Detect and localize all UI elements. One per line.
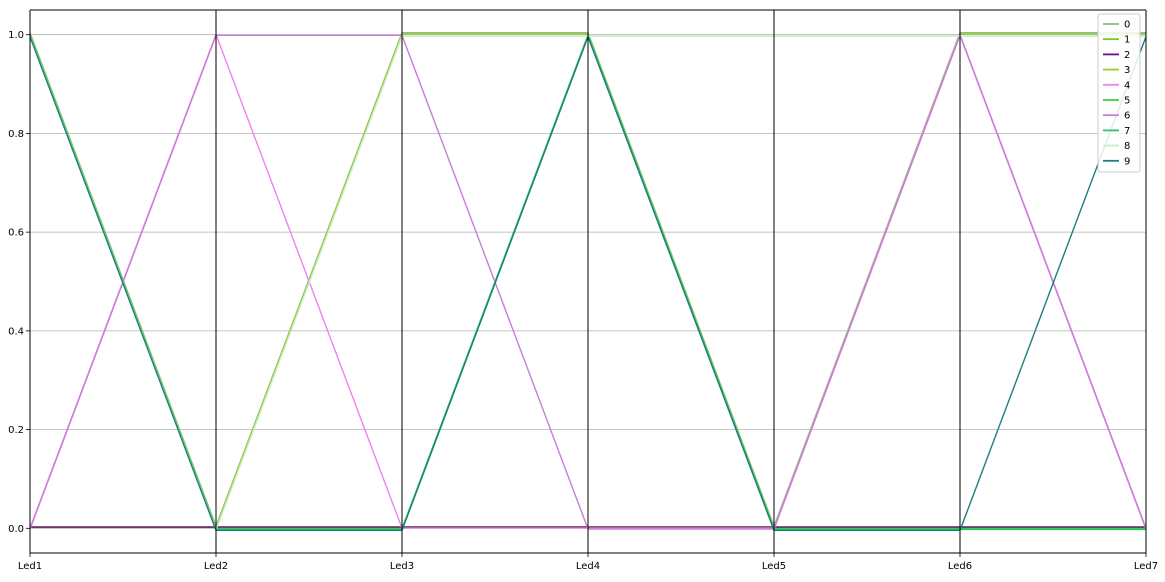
axis-layer [29, 9, 1147, 554]
x-tick-label: Led7 [1134, 561, 1158, 572]
legend-label-0: 0 [1124, 20, 1130, 31]
legend-label-7: 7 [1124, 126, 1130, 137]
y-tick-label: 1.0 [8, 30, 24, 41]
y-tick-label: 0.6 [8, 228, 24, 239]
legend-label-1: 1 [1124, 35, 1130, 46]
x-tick-label: Led2 [204, 561, 228, 572]
legend-label-9: 9 [1124, 156, 1130, 167]
y-tick-label: 0.8 [8, 129, 24, 140]
y-tick-label: 0.0 [8, 524, 24, 535]
x-tick-label: Led6 [948, 561, 972, 572]
legend: 0 1 2 3 4 5 6 7 8 9 [1097, 13, 1141, 173]
x-tick-label: Led1 [18, 561, 42, 572]
legend-label-8: 8 [1124, 141, 1130, 152]
y-tick-label: 0.2 [8, 425, 24, 436]
x-tick-label: Led4 [576, 561, 600, 572]
legend-label-3: 3 [1124, 65, 1130, 76]
y-tick-label: 0.4 [8, 326, 24, 337]
legend-label-4: 4 [1124, 80, 1130, 91]
legend-label-5: 5 [1124, 96, 1130, 107]
y-axis: 0.0 0.2 0.4 0.6 0.8 1.0 [8, 30, 30, 535]
legend-label-6: 6 [1124, 111, 1130, 122]
x-tick-label: Led5 [762, 561, 786, 572]
legend-box [1097, 13, 1141, 173]
x-axis: Led1 Led2 Led3 Led4 Led5 Led6 Led7 [18, 553, 1158, 572]
legend-label-2: 2 [1124, 50, 1130, 61]
x-tick-label: Led3 [390, 561, 414, 572]
